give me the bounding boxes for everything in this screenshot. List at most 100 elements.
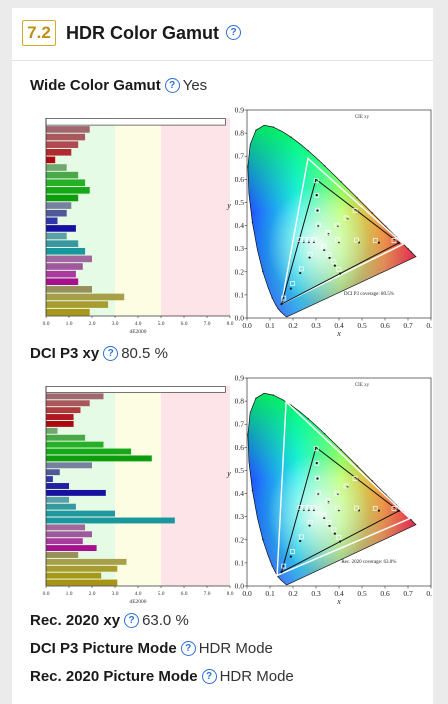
de-bar: [46, 308, 90, 316]
de-bar: [46, 278, 79, 286]
help-icon[interactable]: ?: [180, 640, 196, 656]
de-bar: [46, 462, 92, 469]
dci-p3-xy-row: DCI P3 xy? 80.5 %: [30, 344, 168, 364]
locus-tick: [307, 149, 309, 152]
de-bar: [46, 133, 86, 141]
x-tick-label: 0.3: [311, 321, 321, 330]
row-label: Rec. 2020 Picture Mode: [30, 668, 198, 685]
target-point: [311, 505, 317, 510]
de-bar: [46, 517, 175, 524]
de-bar: [46, 552, 79, 558]
target-point: [352, 208, 358, 214]
x-tick-label: 0.7: [403, 321, 413, 330]
y-tick-label: 0.0: [235, 582, 245, 591]
hdr-color-gamut-section: 7.2 HDR Color Gamut ? Wide Color Gamut? Y…: [12, 8, 433, 704]
row-label: DCI P3 xy: [30, 345, 100, 362]
de-bar: [45, 386, 226, 393]
de-bar: [46, 476, 53, 483]
white-layer: [247, 125, 417, 317]
de-bar: [46, 286, 92, 293]
target-point: [372, 237, 378, 243]
y-tick-label: 0.3: [235, 512, 245, 521]
x-tick-label: 0.0: [43, 591, 50, 597]
measured-point: [333, 532, 336, 535]
x-tick-label: 3.0: [112, 321, 119, 327]
locus-tick: [251, 489, 254, 492]
x-axis-label: x: [336, 597, 341, 606]
de-bar: [46, 171, 79, 179]
locus-tick: [356, 465, 358, 467]
x-tick-label: 6.0: [181, 321, 188, 327]
y-tick-label: 0.4: [235, 221, 245, 230]
y-tick-label: 0.7: [235, 420, 245, 429]
help-icon[interactable]: ?: [201, 668, 217, 684]
row-label: Wide Color Gamut: [30, 77, 161, 94]
x-tick-label: 0.5: [357, 589, 367, 598]
measured-point: [289, 555, 292, 558]
x-tick-label: 0.7: [403, 589, 413, 598]
locus-tick: [307, 417, 309, 420]
x-tick-label: 0.1: [265, 589, 275, 598]
de-bar: [46, 441, 104, 448]
locus-tick: [356, 197, 358, 199]
de-bar: [46, 263, 83, 270]
row-value: 63.0 %: [142, 612, 189, 629]
target-point: [311, 237, 317, 242]
locus-tick: [340, 449, 342, 451]
de-bar: [46, 232, 67, 240]
measured-point: [316, 477, 319, 480]
tolerance-zone: [115, 386, 161, 586]
help-icon[interactable]: ?: [124, 612, 140, 628]
rec2020-cie-xy-chart: 0.0 0.1 0.2 0.3 0.4 0.5 0.6 0.7 0.8 0.0 0.1 0.2 0.3 0…: [226, 374, 432, 607]
x-tick-label: 2.0: [89, 591, 96, 597]
de-bar: [46, 427, 58, 434]
row-value: Yes: [182, 77, 208, 94]
y-tick-label: 0.2: [235, 535, 245, 544]
de-bar: [46, 420, 74, 427]
measured-point: [339, 540, 342, 543]
locus-tick: [272, 126, 274, 128]
de-bar: [46, 538, 83, 545]
chart-title: CIE xy: [355, 115, 370, 120]
de-bar: [46, 565, 118, 572]
x-tick-label: 5.0: [158, 321, 165, 327]
x-axis-label: x: [336, 329, 341, 338]
locus-tick: [272, 394, 274, 396]
de-bar: [46, 202, 72, 209]
row-value: HDR Mode: [198, 640, 273, 657]
spectral-fill: [247, 125, 417, 317]
de-bar: [46, 240, 79, 247]
help-icon[interactable]: ?: [226, 25, 241, 40]
measured-point: [333, 264, 336, 267]
x-tick-label: 0.4: [334, 321, 344, 330]
x-axis-label: dE2000: [129, 329, 146, 334]
target-point: [297, 237, 303, 242]
de-bar: [46, 255, 92, 263]
target-point: [336, 266, 342, 272]
target-point: [321, 512, 327, 518]
de-bar: [46, 187, 90, 194]
x-tick-label: 4.0: [135, 321, 142, 327]
target-point: [391, 506, 397, 511]
row-value: HDR Mode: [219, 668, 294, 685]
locus-tick: [247, 165, 249, 168]
target-point: [290, 281, 295, 286]
de-bar: [46, 225, 76, 232]
de-bar: [46, 483, 69, 489]
help-icon[interactable]: ?: [103, 345, 119, 361]
target-point: [354, 505, 359, 511]
chart-title: CIE xy: [355, 383, 370, 388]
y-tick-label: 0.4: [235, 489, 245, 498]
de-bar: [46, 572, 102, 579]
help-icon[interactable]: ?: [164, 77, 180, 93]
de-bar: [46, 179, 86, 187]
x-tick-label: 0.6: [380, 589, 390, 598]
de-bar: [46, 455, 152, 462]
y-tick-label: 0.1: [235, 290, 245, 299]
measured-point: [397, 241, 400, 244]
locus-tick: [262, 538, 264, 541]
target-point: [315, 207, 320, 213]
measured-point: [280, 571, 283, 574]
locus-tick: [247, 433, 249, 436]
x-tick-label: 0.8: [426, 589, 432, 598]
